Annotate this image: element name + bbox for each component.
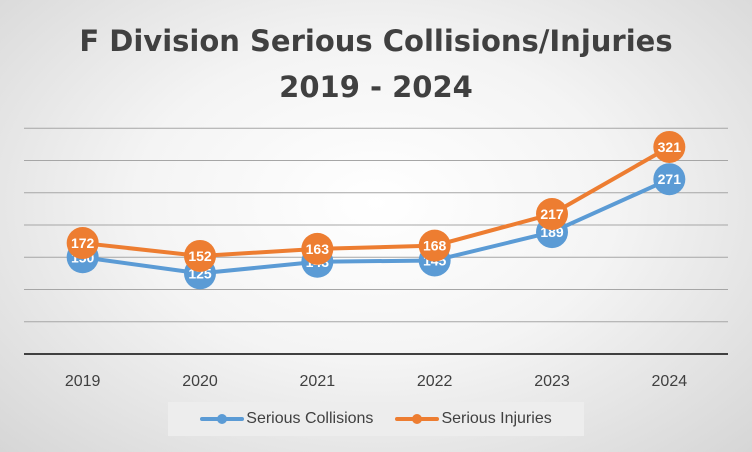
x-tick-label: 2021: [300, 373, 336, 390]
data-point-serious-injuries: [653, 130, 686, 163]
legend-swatch-serious-collisions: [200, 414, 245, 424]
data-label-serious-injuries: 163: [306, 241, 330, 257]
x-tick-label: 2020: [182, 373, 218, 390]
data-label-serious-injuries: 172: [71, 235, 95, 251]
data-point-serious-collisions: [653, 163, 686, 196]
data-point-serious-injuries: [536, 198, 568, 231]
data-label-serious-collisions: 271: [658, 171, 682, 187]
series-line-serious-collisions: [80, 177, 672, 276]
data-point-serious-injuries: [66, 227, 99, 260]
x-tick-label: 2024: [652, 373, 688, 390]
chart-subtitle: 2019 - 2024: [279, 70, 473, 104]
data-point-serious-injuries: [184, 239, 216, 272]
x-tick-label: 2019: [65, 373, 101, 390]
series-line-serious-injuries: [80, 144, 672, 258]
legend: Serious Collisions Serious Injuries: [168, 402, 584, 436]
data-label-serious-injuries: 217: [540, 206, 564, 222]
x-tick-label: 2022: [417, 373, 453, 390]
legend-swatch-serious-injuries: [395, 414, 440, 424]
chart-title: F Division Serious Collisions/Injuries: [79, 24, 673, 58]
data-label-serious-injuries: 152: [188, 248, 212, 264]
data-point-serious-injuries: [418, 229, 451, 262]
x-tick-label: 2023: [534, 373, 570, 390]
legend-label-serious-injuries: Serious Injuries: [441, 410, 552, 427]
data-label-serious-injuries: 168: [423, 238, 447, 254]
data-point-serious-injuries: [301, 232, 334, 265]
legend-label-serious-collisions: Serious Collisions: [246, 410, 374, 427]
legend-item-serious-injuries: Serious Injuries: [395, 410, 552, 428]
legend-item-serious-collisions: Serious Collisions: [200, 410, 373, 428]
data-label-serious-injuries: 321: [658, 139, 682, 155]
